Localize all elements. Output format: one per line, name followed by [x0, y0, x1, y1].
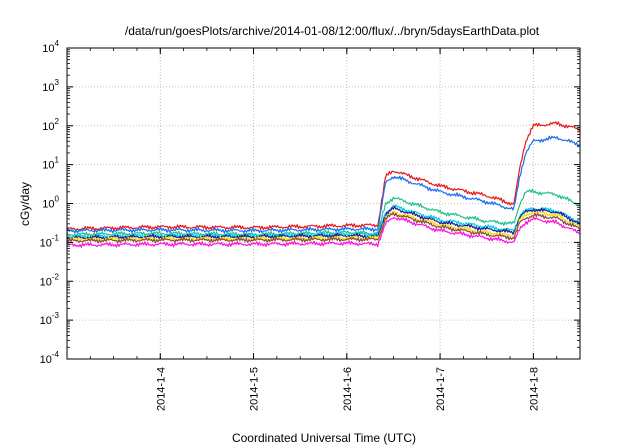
- series-line-2: [66, 135, 580, 234]
- series-line-8: [66, 216, 580, 248]
- y-axis-label: cGy/day: [18, 182, 32, 226]
- series-line-7: [66, 211, 580, 244]
- series-line-5: [66, 205, 580, 241]
- y-tick-label: 10-1: [40, 233, 60, 249]
- series-layer: [66, 121, 580, 248]
- x-tick-label: 2014-1-5: [249, 367, 261, 411]
- y-tick-label: 103: [42, 78, 59, 94]
- series-line-6: [66, 210, 580, 242]
- x-tick-label: 2014-1-6: [342, 367, 354, 411]
- y-tick-label: 104: [42, 39, 59, 55]
- x-tick-label: 2014-1-7: [435, 367, 447, 411]
- series-line-1: [66, 121, 580, 231]
- y-tick-label: 10-2: [40, 272, 60, 288]
- grid: [67, 48, 580, 359]
- x-tick-label: 2014-1-4: [155, 367, 167, 411]
- x-axis-ticks: 2014-1-4 2014-1-5 2014-1-6 2014-1-7 2014-1-8: [66, 48, 581, 411]
- y-tick-label: 10-3: [40, 311, 60, 327]
- y-axis-ticks: 10-4 10-3 10-2 10-1 100 101 102 103 104: [40, 39, 580, 366]
- plot-frame: [66, 47, 581, 360]
- y-tick-label: 101: [42, 156, 59, 172]
- chart-title: /data/run/goesPlots/archive/2014-01-08/1…: [125, 24, 540, 38]
- x-axis-label: Coordinated Universal Time (UTC): [232, 431, 416, 445]
- y-tick-label: 100: [42, 195, 59, 211]
- x-tick-label: 2014-1-8: [528, 367, 540, 411]
- y-tick-label: 102: [42, 117, 59, 133]
- y-tick-label: 10-4: [40, 350, 60, 366]
